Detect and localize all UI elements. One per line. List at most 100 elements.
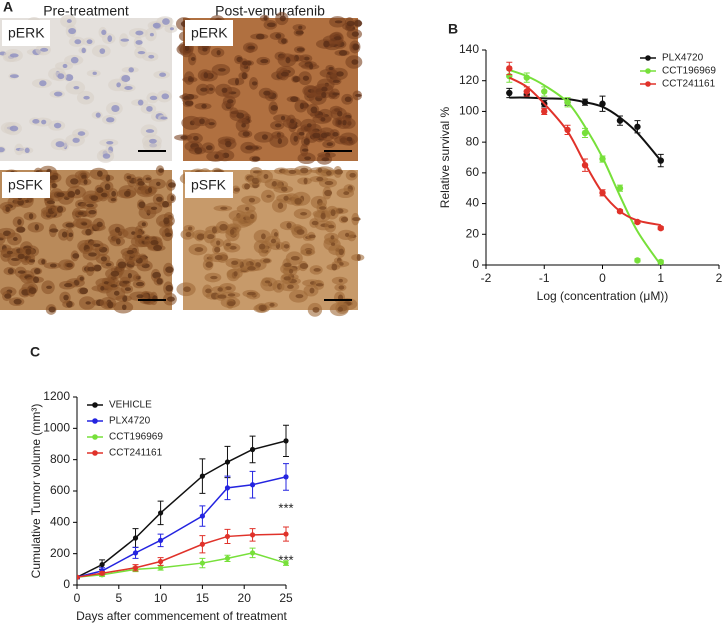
nucleus — [303, 177, 308, 185]
data-point — [599, 189, 606, 197]
nucleus — [87, 266, 95, 272]
x-tick-label: 15 — [196, 591, 210, 605]
nucleus — [233, 271, 238, 277]
nucleus — [216, 240, 221, 246]
label-box — [185, 172, 233, 198]
nucleus — [280, 115, 286, 121]
nucleus — [61, 231, 68, 238]
x-tick-label: 25 — [279, 591, 293, 605]
nucleus — [281, 38, 287, 44]
legend-marker — [645, 55, 651, 61]
nucleus — [135, 30, 144, 36]
nucleus — [180, 135, 189, 140]
legend-label: PLX4720 — [662, 53, 704, 64]
nucleus — [187, 77, 194, 82]
nucleus — [339, 262, 344, 266]
nucleus — [63, 294, 69, 301]
nucleus — [9, 53, 19, 58]
x-tick-label: 2 — [716, 271, 723, 285]
nucleus — [159, 72, 167, 77]
data-point — [249, 482, 256, 488]
nucleus — [273, 232, 279, 237]
data-point — [616, 117, 624, 124]
nucleus — [104, 183, 111, 191]
panel-label: B — [448, 21, 458, 37]
x-tick-label: 20 — [238, 591, 252, 605]
nucleus — [114, 226, 121, 233]
data-point — [581, 129, 589, 137]
nucleus — [281, 186, 288, 192]
nucleus — [136, 234, 142, 239]
nucleus — [64, 282, 73, 288]
nucleus — [337, 119, 342, 125]
nucleus — [247, 45, 256, 50]
nucleus — [110, 270, 120, 277]
data-point — [657, 258, 664, 265]
nucleus — [332, 132, 339, 137]
nucleus — [28, 259, 36, 263]
nucleus — [247, 266, 256, 271]
nucleus — [163, 217, 170, 225]
column-title: Post-vemurafenib — [215, 3, 325, 19]
legend-label: PLX4720 — [109, 416, 151, 427]
nucleus — [122, 280, 130, 284]
nucleus — [266, 194, 272, 198]
nucleus — [137, 99, 144, 106]
legend-marker — [92, 434, 98, 440]
nucleus — [242, 60, 248, 66]
nucleus — [299, 102, 304, 110]
nucleus — [203, 72, 209, 79]
nucleus — [353, 20, 363, 27]
nucleus — [255, 33, 265, 40]
nucleus — [332, 92, 340, 96]
nucleus — [321, 86, 328, 92]
nucleus — [46, 285, 52, 289]
nucleus — [346, 136, 353, 142]
nucleus — [146, 105, 153, 112]
nucleus — [40, 47, 49, 52]
nucleus — [65, 222, 75, 228]
nucleus — [28, 213, 34, 220]
nucleus — [56, 192, 65, 198]
nucleus — [28, 287, 37, 294]
nucleus — [188, 226, 193, 231]
nucleus — [338, 278, 343, 283]
nucleus — [235, 78, 240, 86]
nucleus — [55, 141, 65, 148]
data-point — [158, 537, 164, 543]
nucleus — [220, 206, 228, 210]
nucleus — [106, 140, 114, 145]
nucleus — [201, 103, 207, 109]
nucleus — [70, 178, 79, 185]
nucleus — [72, 137, 80, 143]
data-point — [99, 570, 105, 576]
nucleus — [225, 140, 232, 148]
nucleus — [227, 301, 236, 307]
nucleus — [17, 218, 22, 226]
nucleus — [113, 290, 120, 296]
nucleus — [53, 91, 63, 97]
nucleus — [77, 131, 86, 136]
nucleus — [315, 283, 324, 287]
nucleus — [17, 270, 26, 274]
nucleus — [183, 95, 190, 101]
legend-label: VEHICLE — [109, 400, 152, 411]
nucleus — [321, 91, 327, 99]
data-point — [199, 560, 205, 566]
x-tick-label: 10 — [154, 591, 168, 605]
nucleus — [162, 201, 170, 208]
nucleus — [352, 217, 361, 222]
nucleus — [283, 262, 292, 268]
nucleus — [101, 29, 107, 35]
nucleus — [90, 195, 99, 201]
nucleus — [92, 71, 97, 75]
nucleus — [225, 242, 231, 247]
nucleus — [302, 75, 310, 81]
nucleus — [328, 224, 335, 229]
nucleus — [162, 18, 170, 25]
data-point — [199, 513, 205, 519]
nucleus — [136, 294, 144, 299]
nucleus — [300, 212, 308, 216]
data-point — [249, 446, 256, 453]
